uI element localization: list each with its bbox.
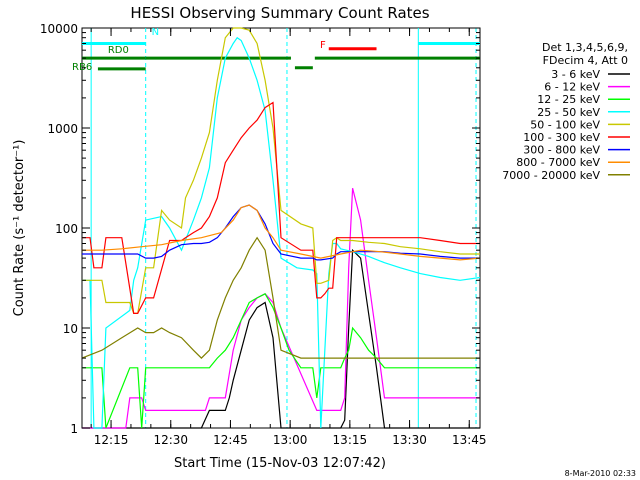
legend-header-line-1: Det 1,3,4,5,6,9, — [542, 41, 628, 54]
y-tick-label: 1000 — [47, 122, 78, 136]
annotation-f: F — [320, 40, 326, 51]
series-line-2 — [82, 293, 480, 429]
annotation-n: N — [152, 27, 159, 38]
y-tick-label: 10000 — [40, 22, 78, 36]
legend-label: 12 - 25 keV — [537, 93, 600, 106]
series-line-0 — [82, 248, 480, 429]
x-tick-label: 12:30 — [153, 433, 188, 447]
y-axis: 1 10 100 1000 10000 — [40, 22, 480, 436]
y-tick-label: 10 — [63, 322, 78, 336]
x-tick-label: 12:45 — [213, 433, 248, 447]
x-tick-label: 13:15 — [333, 433, 368, 447]
legend-label: 800 - 7000 keV — [516, 156, 600, 169]
legend-label: 7000 - 20000 keV — [502, 169, 600, 182]
series-line-5 — [82, 101, 480, 314]
legend: Det 1,3,4,5,6,9, FDecim 4, Att 0 3 - 6 k… — [502, 41, 630, 182]
x-tick-label: 13:45 — [452, 433, 487, 447]
legend-label: 50 - 100 keV — [530, 118, 600, 131]
annotation-rd0: RD0 — [108, 45, 129, 56]
x-tick-label: 12:15 — [94, 433, 129, 447]
legend-label: 6 - 12 keV — [544, 81, 600, 94]
y-tick-label: 100 — [55, 222, 78, 236]
x-tick-label: 13:30 — [392, 433, 427, 447]
legend-label: 300 - 800 keV — [523, 144, 600, 157]
series-line-1 — [82, 188, 480, 429]
y-axis-label: Count Rate (s⁻¹ detector⁻¹) — [12, 140, 27, 317]
y-tick-label: 1 — [70, 422, 78, 436]
chart-title: HESSI Observing Summary Count Rates — [130, 4, 429, 22]
legend-header-line-2: FDecim 4, Att 0 — [543, 54, 628, 67]
series-line-3 — [82, 36, 481, 429]
legend-label: 25 - 50 keV — [537, 106, 600, 119]
legend-label: 100 - 300 keV — [523, 131, 600, 144]
x-axis: 12:15 12:30 12:45 13:00 13:15 13:30 13:45 — [90, 28, 487, 447]
footer-timestamp: 8-Mar-2010 02:33 — [565, 469, 636, 478]
series-line-8 — [81, 236, 480, 359]
series-line-7 — [82, 204, 481, 261]
legend-label: 3 - 6 keV — [551, 68, 600, 81]
series-line-4 — [82, 27, 480, 314]
x-axis-label: Start Time (15-Nov-03 12:07:42) — [174, 456, 386, 471]
x-tick-label: 13:00 — [273, 433, 308, 447]
